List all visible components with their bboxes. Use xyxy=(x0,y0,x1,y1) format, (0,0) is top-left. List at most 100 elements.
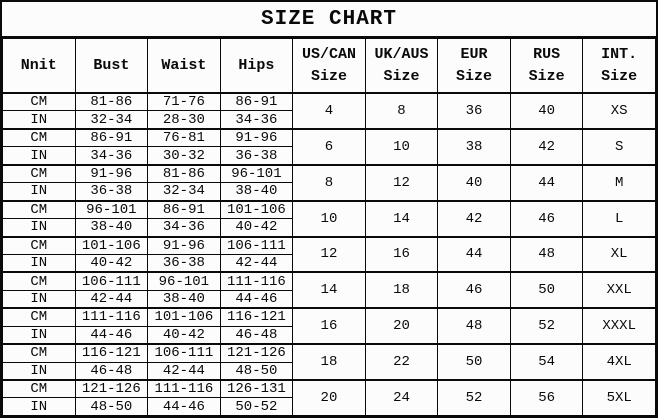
size-table: Nnit Bust Waist Hips US/CAN Size UK/AUS … xyxy=(2,38,656,416)
table-row-cm: CM 96-101 86-91 101-106 10 14 42 46 L xyxy=(2,199,656,237)
eur-size-value: 44 xyxy=(437,235,511,273)
table-row-in: IN 40-42 36-38 42-44 xyxy=(2,253,656,273)
eur-size-value: 40 xyxy=(437,163,511,202)
rus-size-value: 42 xyxy=(509,127,584,166)
bust-value: 91-96 xyxy=(74,163,149,184)
unit-cell: CM xyxy=(2,163,76,184)
us-can-size-value: 14 xyxy=(292,271,366,309)
hips-value: 126-131 xyxy=(219,379,294,399)
us-can-size-value: 16 xyxy=(292,307,366,345)
uk-aus-size-value: 20 xyxy=(364,307,439,345)
hips-value: 111-116 xyxy=(219,271,294,291)
hips-value: 96-101 xyxy=(219,163,294,184)
int-size-value: 4XL xyxy=(582,343,656,381)
column-header-unit: Nnit xyxy=(2,38,76,94)
waist-value: 106-111 xyxy=(147,343,221,363)
waist-value: 111-116 xyxy=(147,379,221,399)
table-row-cm: CM 86-91 76-81 91-96 6 10 38 42 S xyxy=(2,127,656,166)
us-can-size-value: 4 xyxy=(292,92,366,130)
rus-size-value: 50 xyxy=(509,271,584,309)
bust-value: 48-50 xyxy=(74,397,149,416)
unit-cell: IN xyxy=(2,218,76,237)
us-can-size-value: 10 xyxy=(292,199,366,237)
hips-value: 101-106 xyxy=(219,199,294,220)
table-row-in: IN 36-38 32-34 38-40 xyxy=(2,182,656,202)
bust-value: 36-38 xyxy=(74,182,149,202)
uk-aus-size-value: 22 xyxy=(364,343,439,381)
bust-value: 40-42 xyxy=(74,253,149,273)
waist-value: 30-32 xyxy=(147,146,221,166)
eur-size-value: 48 xyxy=(437,307,511,345)
hips-value: 34-36 xyxy=(219,110,294,130)
rus-size-value: 48 xyxy=(509,235,584,273)
table-row-cm: CM 106-111 96-101 111-116 14 18 46 50 XXL xyxy=(2,271,656,309)
int-size-value: XXL xyxy=(582,271,656,309)
table-row-cm: CM 116-121 106-111 121-126 18 22 50 54 4XL xyxy=(2,343,656,381)
unit-cell: CM xyxy=(2,235,76,255)
hips-value: 42-44 xyxy=(219,253,294,273)
waist-value: 86-91 xyxy=(147,199,221,220)
uk-aus-size-value: 18 xyxy=(364,271,439,309)
column-header-eur-size: EUR Size xyxy=(437,38,511,94)
hips-value: 36-38 xyxy=(219,146,294,166)
rus-size-value: 46 xyxy=(509,199,584,237)
unit-cell: CM xyxy=(2,307,76,327)
bust-value: 101-106 xyxy=(74,235,149,255)
hips-value: 48-50 xyxy=(219,361,294,381)
rus-size-value: 52 xyxy=(509,307,584,345)
unit-cell: CM xyxy=(2,199,76,220)
int-size-value: M xyxy=(582,163,656,202)
us-can-size-value: 6 xyxy=(292,127,366,166)
unit-cell: CM xyxy=(2,343,76,363)
waist-value: 36-38 xyxy=(147,253,221,273)
unit-cell: IN xyxy=(2,110,76,130)
hips-value: 116-121 xyxy=(219,307,294,327)
rus-size-value: 44 xyxy=(509,163,584,202)
bust-value: 34-36 xyxy=(74,146,149,166)
uk-aus-size-value: 16 xyxy=(364,235,439,273)
bust-value: 106-111 xyxy=(74,271,149,291)
table-row-cm: CM 81-86 71-76 86-91 4 8 36 40 XS xyxy=(2,92,656,130)
unit-cell: CM xyxy=(2,379,76,399)
int-size-value: XXXL xyxy=(582,307,656,345)
eur-size-value: 38 xyxy=(437,127,511,166)
uk-aus-size-value: 8 xyxy=(364,92,439,130)
us-can-size-value: 18 xyxy=(292,343,366,381)
column-header-int-size: INT. Size xyxy=(582,38,656,94)
waist-value: 91-96 xyxy=(147,235,221,255)
hips-value: 44-46 xyxy=(219,289,294,309)
eur-size-value: 52 xyxy=(437,379,511,416)
bust-value: 32-34 xyxy=(74,110,149,130)
waist-value: 40-42 xyxy=(147,325,221,345)
unit-cell: CM xyxy=(2,271,76,291)
table-row-in: IN 48-50 44-46 50-52 xyxy=(2,397,656,416)
unit-cell: IN xyxy=(2,253,76,273)
waist-value: 81-86 xyxy=(147,163,221,184)
us-can-size-value: 8 xyxy=(292,163,366,202)
waist-value: 28-30 xyxy=(147,110,221,130)
int-size-value: L xyxy=(582,199,656,237)
unit-cell: CM xyxy=(2,92,76,112)
bust-value: 86-91 xyxy=(74,127,149,148)
uk-aus-size-value: 10 xyxy=(364,127,439,166)
table-row-cm: CM 121-126 111-116 126-131 20 24 52 56 5XL xyxy=(2,379,656,416)
waist-value: 38-40 xyxy=(147,289,221,309)
int-size-value: XS xyxy=(582,92,656,130)
bust-value: 81-86 xyxy=(74,92,149,112)
hips-value: 106-111 xyxy=(219,235,294,255)
int-size-value: XL xyxy=(582,235,656,273)
header-row: Nnit Bust Waist Hips US/CAN Size UK/AUS … xyxy=(2,38,656,94)
table-row-in: IN 42-44 38-40 44-46 xyxy=(2,289,656,309)
int-size-value: S xyxy=(582,127,656,166)
hips-value: 86-91 xyxy=(219,92,294,112)
table-row-in: IN 44-46 40-42 46-48 xyxy=(2,325,656,345)
bust-value: 44-46 xyxy=(74,325,149,345)
waist-value: 96-101 xyxy=(147,271,221,291)
bust-value: 46-48 xyxy=(74,361,149,381)
column-header-us-can-size: US/CAN Size xyxy=(292,38,366,94)
int-size-value: 5XL xyxy=(582,379,656,416)
uk-aus-size-value: 24 xyxy=(364,379,439,416)
unit-cell: CM xyxy=(2,127,76,148)
eur-size-value: 46 xyxy=(437,271,511,309)
eur-size-value: 42 xyxy=(437,199,511,237)
